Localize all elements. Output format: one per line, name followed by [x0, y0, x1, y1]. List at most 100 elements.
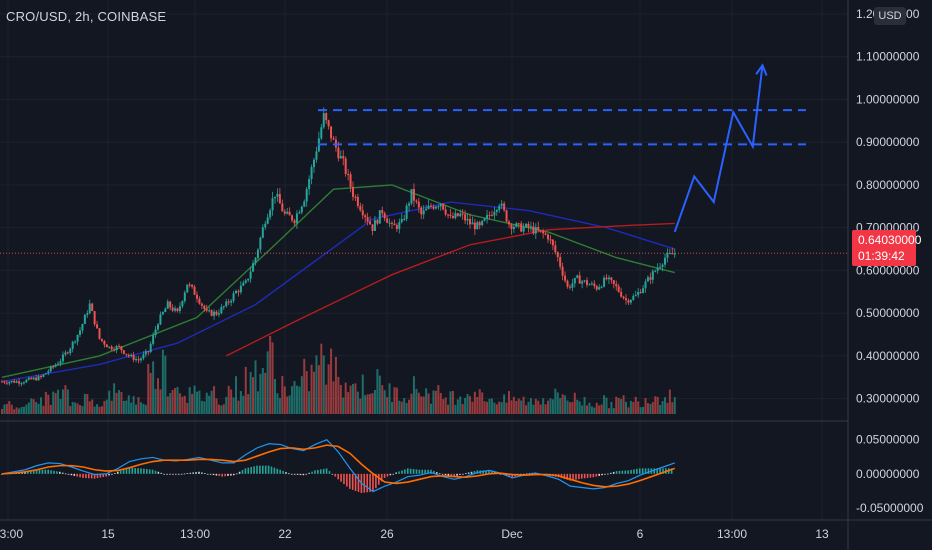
histogram-bar [230, 473, 232, 476]
histogram-bar [363, 473, 366, 493]
volume-bar [529, 398, 532, 414]
candle-body [366, 217, 369, 222]
candle-body [269, 210, 272, 218]
histogram-bar [488, 470, 490, 474]
candle-body [642, 288, 645, 294]
candle-body [159, 314, 162, 325]
histogram-bar [35, 469, 38, 474]
candle-body [208, 310, 211, 312]
histogram-bar [383, 473, 386, 478]
candle-body [222, 306, 225, 308]
volume-bar [49, 404, 52, 414]
candle-body [125, 353, 128, 355]
volume-bar [288, 395, 291, 414]
time-axis-label: 13 [815, 527, 829, 541]
histogram-bar [319, 469, 322, 474]
histogram-bar [331, 473, 334, 475]
candle-body [420, 207, 423, 215]
volume-bar [434, 390, 437, 414]
candle-body [639, 291, 642, 294]
volume-bar [664, 397, 666, 414]
candle-body [427, 205, 430, 209]
histogram-bar [586, 473, 589, 478]
candle-body [578, 275, 581, 284]
candle-body [598, 287, 601, 290]
histogram-bar [380, 473, 383, 482]
candle-body [456, 213, 459, 217]
candle-body [169, 301, 172, 308]
histogram-bar [232, 473, 235, 476]
candle-body [486, 214, 489, 219]
volume-bar [25, 404, 28, 414]
candle-body [149, 343, 152, 352]
volume-bar [22, 406, 25, 414]
histogram-bar [392, 473, 395, 475]
volume-bar [610, 401, 613, 414]
candle-body [400, 219, 403, 223]
volume-bar [495, 404, 498, 414]
volume-bar [315, 355, 318, 414]
candle-body [278, 193, 281, 204]
volume-bar [98, 406, 101, 414]
histogram-bar [273, 467, 276, 474]
volume-bar [188, 387, 191, 414]
histogram-bar [662, 468, 664, 474]
candle-body [664, 257, 666, 265]
candle-body [386, 218, 389, 223]
volume-bar [493, 402, 496, 414]
candle-body [539, 230, 542, 232]
candle-body [666, 253, 669, 258]
volume-bar [227, 385, 230, 414]
histogram-bar [24, 471, 26, 474]
volume-bar [459, 396, 462, 414]
volume-bar [430, 403, 432, 414]
candle-body [130, 354, 133, 357]
histogram-bar [198, 471, 200, 474]
volume-bar [264, 372, 267, 414]
candle-body [40, 376, 42, 378]
volume-bar [605, 397, 608, 414]
candle-body [442, 203, 445, 210]
candle-body [393, 223, 396, 226]
volume-bar [122, 400, 125, 414]
volume-bar [403, 398, 406, 414]
volume-bar [191, 393, 194, 414]
volume-bar [200, 400, 203, 414]
candle-body [13, 380, 16, 383]
volume-bar [208, 395, 211, 414]
volume-bar [193, 385, 196, 414]
volume-bar [576, 399, 579, 414]
volume-bar [213, 386, 216, 414]
histogram-bar [612, 471, 615, 474]
volume-bar [388, 383, 391, 414]
histogram-bar [169, 473, 171, 475]
volume-bar [671, 402, 674, 414]
candle-body [152, 335, 155, 344]
candle-body [157, 324, 159, 330]
histogram-bar [244, 468, 247, 474]
candle-body [568, 286, 571, 288]
currency-button[interactable]: USD [874, 7, 906, 25]
volume-bar [205, 392, 208, 414]
volume-bar [668, 389, 671, 414]
histogram-bar [621, 470, 624, 474]
histogram-bar [624, 470, 627, 474]
volume-bar [115, 392, 118, 414]
histogram-bar [140, 468, 142, 474]
histogram-bar [421, 469, 424, 474]
histogram-bar [261, 465, 264, 474]
volume-bar [52, 391, 55, 414]
candle-body [64, 352, 67, 355]
candle-body [625, 298, 627, 301]
candle-body [144, 351, 147, 355]
candle-body [622, 296, 625, 299]
volume-bar [271, 342, 274, 414]
volume-bar [451, 391, 454, 414]
volume-bar [371, 393, 374, 414]
volume-bar [1, 408, 3, 414]
volume-bar [347, 392, 350, 414]
symbol-title: CRO/USD, 2h, COINBASE [6, 9, 167, 24]
histogram-bar [302, 473, 305, 476]
candle-body [564, 275, 567, 281]
